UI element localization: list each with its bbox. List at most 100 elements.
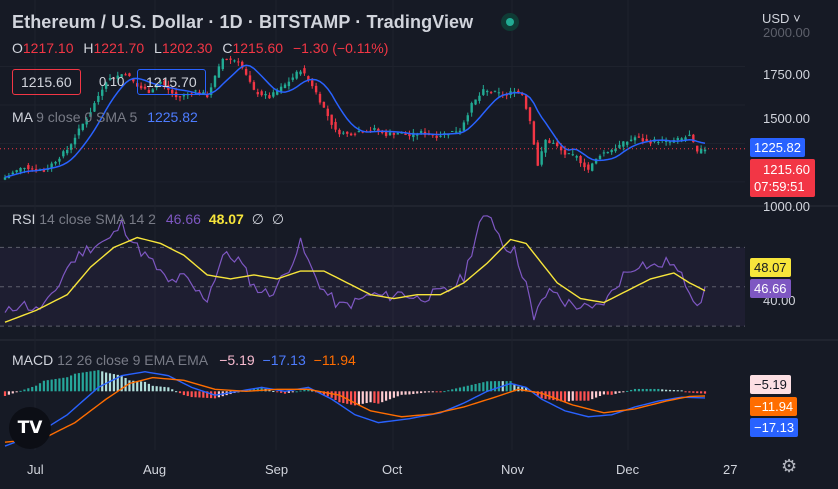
macd-histogram-bar (248, 389, 252, 392)
macd-line-badge: −17.13 (750, 418, 799, 437)
candle-body (633, 137, 637, 141)
candle-body (373, 127, 376, 130)
chevron-down-icon: ˅ (793, 11, 801, 26)
macd-histogram-bar (15, 391, 18, 393)
candle-body (614, 148, 617, 152)
candle-body (458, 130, 462, 133)
candle-body (454, 131, 458, 133)
candle-body (540, 151, 543, 165)
macd-histogram-bar (478, 383, 481, 392)
candle-body (81, 123, 84, 130)
candle-body (353, 133, 357, 135)
candle-body (629, 139, 633, 141)
macd-histogram-bar (451, 389, 454, 392)
macd-histogram-bar (618, 391, 621, 393)
macd-histogram-bar (575, 391, 578, 401)
macd-signal-badge: −11.94 (750, 397, 798, 416)
time-axis-tick: Nov (501, 462, 525, 477)
macd-histogram-bar (602, 391, 605, 395)
candle-body (108, 78, 112, 80)
grid (0, 205, 838, 341)
macd-histogram-bar (552, 391, 555, 401)
sell-button[interactable]: 1215.60 (12, 69, 81, 95)
buy-button[interactable]: 1215.70 (137, 69, 206, 95)
candle-body (206, 94, 209, 98)
macd-histogram-bar (350, 391, 353, 405)
candle-body (571, 154, 574, 156)
macd-histogram-bar (353, 391, 357, 406)
macd-histogram-bar (404, 391, 407, 395)
macd-histogram-bar (210, 391, 213, 399)
price-axis-tick: 1750.00 (763, 67, 810, 82)
ohlc-key: L (154, 40, 162, 56)
macd-histogram-bar (676, 390, 679, 392)
candle-body (637, 136, 641, 138)
candle-body (85, 118, 88, 125)
candle-body (151, 89, 154, 93)
gear-icon[interactable]: ⚙ (781, 456, 798, 476)
macd-histogram-bar (276, 391, 279, 393)
ma-legend[interactable]: MA 9 close 0 SMA 5 1225.82 (12, 110, 198, 124)
candle-body (241, 61, 244, 68)
candle-body (556, 142, 559, 147)
candle-body (97, 95, 100, 102)
candle-body (342, 132, 345, 134)
macd-histogram-bar (346, 391, 349, 404)
candle-body (521, 93, 524, 95)
time-axis-tick: Dec (616, 462, 640, 477)
candle-body (396, 133, 399, 135)
candle-body (314, 85, 318, 93)
candle-body (58, 158, 61, 162)
macd-histogram-bar (598, 391, 602, 396)
candle-body (618, 144, 621, 148)
macd-histogram-bar (326, 391, 329, 397)
candle-body (532, 121, 536, 145)
candle-body (489, 92, 493, 94)
macd-histogram-bar (614, 391, 617, 394)
time-axis-tick: Oct (382, 462, 403, 477)
candle-body (451, 131, 454, 133)
macd-histogram-bar (38, 383, 42, 392)
currency-selector[interactable]: USD ˅ (762, 12, 801, 25)
candle-body (567, 153, 571, 155)
macd-line-value: −17.13 (262, 352, 306, 368)
candle-body (27, 165, 30, 170)
ohlc-value: 1217.10 (22, 40, 74, 56)
price-pane (0, 55, 748, 181)
candle-body (482, 89, 485, 95)
candle-body (299, 71, 302, 75)
macd-histogram-bar (89, 371, 92, 392)
macd-histogram-bar (447, 390, 450, 392)
macd-histogram-bar (182, 391, 185, 396)
macd-histogram-bar (54, 378, 57, 392)
candle-body (388, 132, 392, 136)
rsi-sma-line (4, 236, 706, 323)
macd-histogram-bar (85, 371, 88, 392)
candle-body (89, 112, 92, 117)
macd-histogram-bar (299, 390, 302, 392)
macd-signal-line (4, 376, 706, 443)
macd-histogram-bar (641, 388, 644, 392)
macd-histogram-bar (81, 372, 84, 392)
macd-histogram-bar (50, 379, 53, 392)
macd-histogram-bar (548, 391, 551, 400)
macd-histogram-bar (365, 391, 368, 404)
candle-body (474, 99, 477, 105)
macd-histogram-bar (35, 385, 38, 392)
candle-body (116, 75, 119, 79)
candle-body (703, 149, 707, 152)
tradingview-logo-icon[interactable]: TV (9, 407, 51, 449)
macd-histogram-bar (132, 380, 135, 392)
macd-histogram-bar (58, 378, 61, 392)
candle-body (419, 131, 423, 134)
rsi-legend[interactable]: RSI 14 close SMA 14 2 46.66 48.07 ∅ ∅ (12, 212, 284, 226)
candle-body (229, 58, 232, 60)
candle-body (470, 103, 473, 113)
macd-histogram-bar (680, 390, 683, 392)
macd-hist-value: −5.19 (219, 352, 255, 368)
macd-histogram-bar (105, 372, 108, 392)
rsi-name: RSI (12, 211, 36, 227)
macd-histogram-bar (482, 382, 485, 392)
macd-legend[interactable]: MACD 12 26 close 9 EMA EMA −5.19 −17.13 … (12, 353, 356, 367)
